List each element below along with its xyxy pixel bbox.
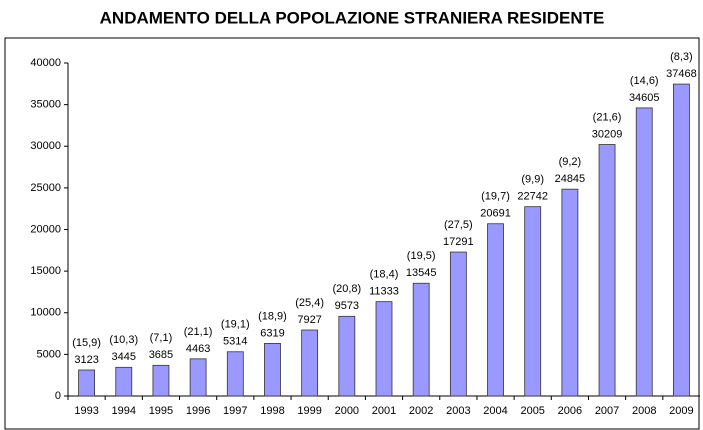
value-label: 30209 xyxy=(592,128,623,140)
value-label: 17291 xyxy=(443,236,474,248)
x-tick-label: 2004 xyxy=(483,405,507,417)
value-label: 34605 xyxy=(629,92,660,104)
x-tick-label: 2008 xyxy=(632,405,656,417)
value-label: 6319 xyxy=(260,327,284,339)
growth-label: (18,4) xyxy=(370,269,399,281)
bar xyxy=(375,301,393,397)
y-tick-label: 5000 xyxy=(37,348,61,360)
bar xyxy=(226,351,244,397)
bar xyxy=(78,369,95,397)
y-tick-label: 25000 xyxy=(30,182,61,194)
x-tick-label: 1997 xyxy=(223,405,247,417)
value-label: 3685 xyxy=(149,349,173,361)
growth-label: (19,1) xyxy=(221,319,250,331)
bar xyxy=(673,83,690,397)
growth-label: (21,1) xyxy=(184,326,213,338)
value-label: 3445 xyxy=(112,351,136,363)
growth-label: (8,3) xyxy=(670,51,693,63)
value-label: 37468 xyxy=(666,68,697,80)
bar xyxy=(487,223,504,397)
value-label: 7927 xyxy=(297,314,321,326)
value-label: 4463 xyxy=(186,343,210,355)
value-label: 5314 xyxy=(223,336,247,348)
growth-label: (9,9) xyxy=(521,174,544,186)
x-tick-label: 2003 xyxy=(446,405,470,417)
bar xyxy=(598,144,616,397)
x-tick-label: 1994 xyxy=(112,405,136,417)
value-label: 11333 xyxy=(369,286,399,298)
growth-label: (7,1) xyxy=(150,332,173,344)
x-tick-label: 2009 xyxy=(669,405,693,417)
x-tick-label: 2000 xyxy=(335,405,359,417)
bar xyxy=(264,342,281,397)
bar xyxy=(189,358,207,397)
y-tick-label: 10000 xyxy=(30,307,61,319)
growth-label: (9,2) xyxy=(559,156,582,168)
x-tick-label: 1999 xyxy=(297,405,321,417)
y-tick-label: 15000 xyxy=(30,265,61,277)
chart-title: ANDAMENTO DELLA POPOLAZIONE STRANIERA RE… xyxy=(100,8,605,27)
value-label: 3123 xyxy=(74,354,98,366)
growth-label: (19,5) xyxy=(407,250,436,262)
growth-label: (27,5) xyxy=(444,219,473,231)
growth-label: (20,8) xyxy=(332,283,361,295)
x-tick-label: 2002 xyxy=(409,405,433,417)
growth-label: (21,6) xyxy=(593,111,622,123)
x-tick-label: 2006 xyxy=(558,405,582,417)
bar xyxy=(635,107,653,397)
x-tick-label: 2005 xyxy=(520,405,544,417)
x-tick-label: 2007 xyxy=(595,405,619,417)
bar xyxy=(524,206,542,397)
value-label: 22742 xyxy=(517,191,548,203)
y-tick-label: 35000 xyxy=(30,99,61,111)
bar xyxy=(338,315,356,397)
bar xyxy=(301,329,319,397)
growth-label: (10,3) xyxy=(109,334,138,346)
x-tick-label: 1995 xyxy=(149,405,173,417)
chart-frame xyxy=(4,37,700,430)
growth-label: (19,7) xyxy=(481,191,510,203)
x-tick-label: 1998 xyxy=(260,405,284,417)
bar xyxy=(115,366,133,397)
y-tick-label: 0 xyxy=(55,390,61,402)
growth-label: (18,9) xyxy=(258,310,287,322)
x-tick-label: 1996 xyxy=(186,405,210,417)
value-label: 9573 xyxy=(335,300,359,312)
y-tick-label: 40000 xyxy=(30,57,61,69)
x-tick-label: 1993 xyxy=(74,405,98,417)
y-tick-label: 20000 xyxy=(30,223,61,235)
value-label: 24845 xyxy=(555,173,586,185)
value-label: 13545 xyxy=(406,267,437,279)
bar xyxy=(152,364,170,397)
bar xyxy=(561,188,579,397)
growth-label: (14,6) xyxy=(630,75,659,87)
value-label: 20691 xyxy=(480,208,511,220)
y-tick-label: 30000 xyxy=(30,140,61,152)
bar xyxy=(449,251,467,397)
growth-label: (25,4) xyxy=(295,297,324,309)
growth-label: (15,9) xyxy=(72,337,101,349)
bar xyxy=(412,282,430,397)
x-tick-label: 2001 xyxy=(372,405,396,417)
